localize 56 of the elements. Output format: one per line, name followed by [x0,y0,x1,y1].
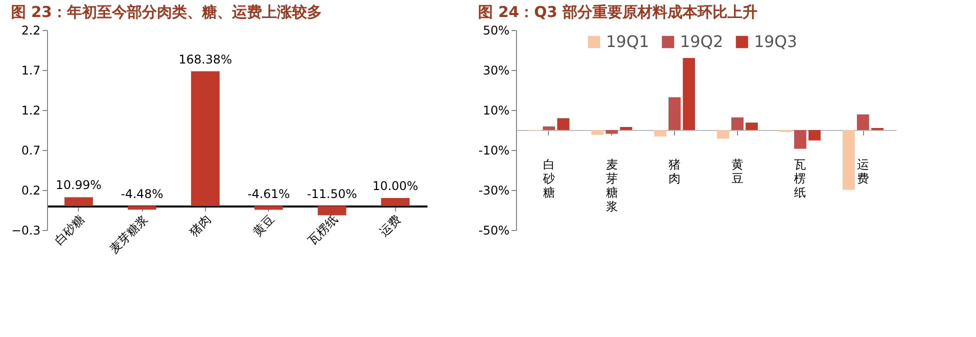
data-label: 168.38% [178,52,232,66]
x-tick-label: 运费 [376,212,404,239]
bar [318,206,346,216]
bar [746,122,758,130]
bar [64,197,93,206]
bar [591,130,604,135]
bar [381,198,410,206]
legend-label: 19Q1 [606,32,650,51]
bar [731,117,744,130]
bar [842,130,855,190]
y-tick-label: 10% [482,104,510,118]
x-tick-label: 黄豆 [250,212,278,239]
x-tick-label: 黄豆 [731,158,744,186]
bar [668,97,681,130]
bar [716,130,730,139]
legend-label: 19Q2 [680,32,724,51]
y-tick-label: -30% [478,184,510,198]
x-tick-label: 瓦楞纸 [794,158,806,200]
x-tick-label: 猪肉 [668,158,681,186]
bar [542,126,556,130]
y-tick-label: 1.2 [21,104,40,118]
bar [191,71,220,206]
bar [808,130,821,140]
y-tick-label: 50% [482,24,510,38]
bar [557,118,570,130]
x-tick-label: 猪肉 [186,212,214,239]
x-tick-label: 瓦楞纸 [305,212,340,248]
bar [682,58,696,130]
y-tick-label: −0.3 [11,224,40,238]
y-tick-label: 0.2 [21,184,40,198]
bar [856,114,870,130]
y-tick-label: 0.7 [21,144,40,158]
y-tick-label: 30% [482,64,510,78]
x-tick-label: 麦芽糖浆 [606,158,618,214]
y-tick-label: -10% [478,144,510,158]
chart-title: 图 23：年初至今部分肉类、糖、运费上涨较多 [10,3,322,21]
y-tick-label: -50% [478,224,510,238]
x-tick-label: 麦芽糖浆 [106,212,150,256]
data-label: 10.00% [372,179,418,193]
x-tick-label: 运费 [857,158,870,186]
chart-title: 图 24：Q3 部分重要原材料成本环比上升 [478,3,758,21]
x-tick-label: 白砂糖 [52,212,88,248]
data-label: -4.48% [120,187,164,201]
bar [620,127,632,130]
bar [794,130,806,149]
x-tick-label: 白砂糖 [542,158,555,200]
data-label: 10.99% [56,178,102,192]
legend-label: 19Q3 [754,32,798,51]
data-label: -4.61% [247,187,290,201]
y-tick-label: 1.7 [21,64,40,78]
y-tick-label: 2.2 [21,24,40,38]
data-label: -11.50% [306,187,358,201]
bar [128,206,156,210]
bar [254,206,283,210]
bar [654,130,666,136]
bar [606,130,618,134]
